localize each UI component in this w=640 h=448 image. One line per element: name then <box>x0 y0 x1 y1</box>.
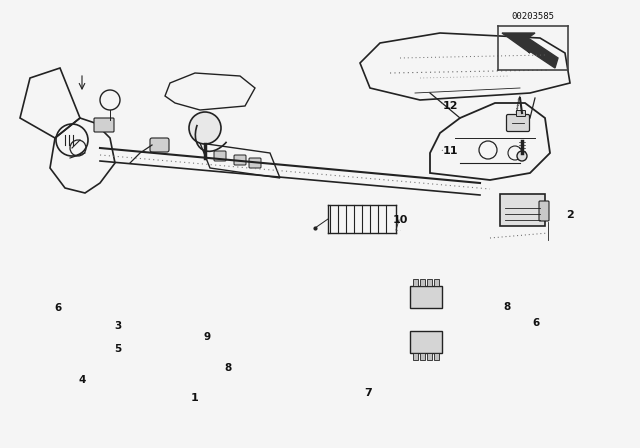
FancyBboxPatch shape <box>434 353 439 360</box>
Text: 7: 7 <box>364 388 372 398</box>
FancyBboxPatch shape <box>234 155 246 165</box>
Text: 8: 8 <box>504 302 511 312</box>
FancyBboxPatch shape <box>413 279 418 286</box>
FancyBboxPatch shape <box>249 158 261 168</box>
Text: 3: 3 <box>115 321 122 331</box>
Text: 2: 2 <box>566 210 574 220</box>
Text: 6: 6 <box>54 303 61 313</box>
FancyBboxPatch shape <box>427 353 432 360</box>
Text: 9: 9 <box>204 332 211 342</box>
FancyBboxPatch shape <box>150 138 169 152</box>
FancyBboxPatch shape <box>506 115 529 132</box>
FancyBboxPatch shape <box>500 194 545 226</box>
FancyBboxPatch shape <box>427 279 432 286</box>
FancyBboxPatch shape <box>413 353 418 360</box>
Text: 1: 1 <box>191 393 199 403</box>
Text: 11: 11 <box>442 146 458 156</box>
FancyBboxPatch shape <box>420 353 425 360</box>
Text: 8: 8 <box>225 363 232 373</box>
Circle shape <box>189 112 221 144</box>
FancyBboxPatch shape <box>94 118 114 132</box>
FancyBboxPatch shape <box>516 111 525 116</box>
FancyBboxPatch shape <box>410 331 442 353</box>
FancyBboxPatch shape <box>434 279 439 286</box>
Circle shape <box>517 151 527 161</box>
Text: 12: 12 <box>442 101 458 111</box>
FancyBboxPatch shape <box>539 201 549 221</box>
Polygon shape <box>502 33 558 68</box>
Text: 10: 10 <box>392 215 408 225</box>
Text: 00203585: 00203585 <box>511 12 554 21</box>
FancyBboxPatch shape <box>410 286 442 308</box>
FancyBboxPatch shape <box>214 151 226 161</box>
FancyBboxPatch shape <box>420 279 425 286</box>
Text: 6: 6 <box>532 318 540 328</box>
Text: 4: 4 <box>78 375 86 385</box>
Text: 5: 5 <box>115 344 122 354</box>
